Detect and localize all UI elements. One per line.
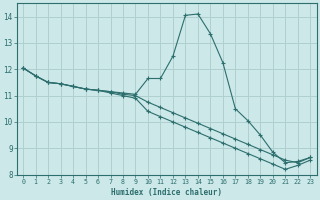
X-axis label: Humidex (Indice chaleur): Humidex (Indice chaleur) [111, 188, 222, 197]
